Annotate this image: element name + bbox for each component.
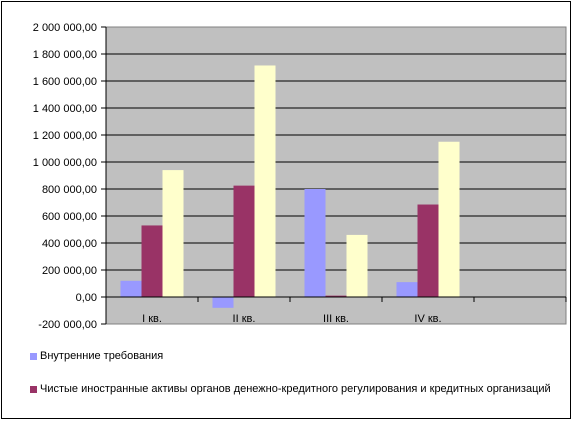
x-tick-label: I кв. [142,313,162,325]
bar-series-2-cat-2 [346,234,368,297]
y-tick-label: 800 000,00 [42,184,97,196]
y-tick-labels: -200 000,00 0,00 200 000,00 400 000,00 600 0… [33,22,97,331]
x-tick-labels: I кв. II кв. III кв. IV кв. [142,313,442,325]
y-tick-label: 400 000,00 [42,238,97,250]
bar-series-0-cat-0 [120,280,142,297]
y-tick-label: 1 400 000,00 [33,103,97,115]
y-tick-label: 2 000 000,00 [33,22,97,34]
legend-label-domestic-claims: Внутренние требования [40,350,164,362]
bar-series-1-cat-3 [417,204,439,297]
legend-item-domestic-claims: Внутренние требования [30,350,560,363]
legend-swatch-domestic-claims [30,353,37,360]
legend-swatch-net-foreign-assets [30,386,37,393]
y-tick-label: 1 600 000,00 [33,76,97,88]
y-tick-label: 1 200 000,00 [33,130,97,142]
y-tick-label: 0,00 [76,292,97,304]
x-tick-label: IV кв. [414,313,441,325]
bar-series-1-cat-0 [141,225,163,297]
bar-series-0-cat-3 [396,282,418,297]
bar-series-1-cat-2 [325,295,347,297]
y-tick-label: 600 000,00 [42,211,97,223]
bar-series-2-cat-0 [162,170,184,297]
bar-series-2-cat-3 [438,141,460,297]
axes [101,26,567,325]
bar-series-2-cat-1 [254,65,276,297]
y-tick-label: 1 000 000,00 [33,157,97,169]
y-tick-label: -200 000,00 [38,319,97,331]
y-tick-label: 200 000,00 [42,265,97,277]
legend-label-net-foreign-assets: Чистые иностранные активы органов денежн… [40,383,551,395]
bar-series-1-cat-1 [233,185,255,297]
x-tick-label: II кв. [233,313,256,325]
bars [120,65,460,308]
y-tick-label: 1 800 000,00 [33,49,97,61]
bar-series-0-cat-1 [212,297,234,308]
bar-series-0-cat-2 [304,189,326,297]
x-tick-label: III кв. [323,313,349,325]
legend-item-net-foreign-assets: Чистые иностранные активы органов денежн… [30,383,560,396]
legend: Внутренние требования Чистые иностранные… [30,344,560,396]
